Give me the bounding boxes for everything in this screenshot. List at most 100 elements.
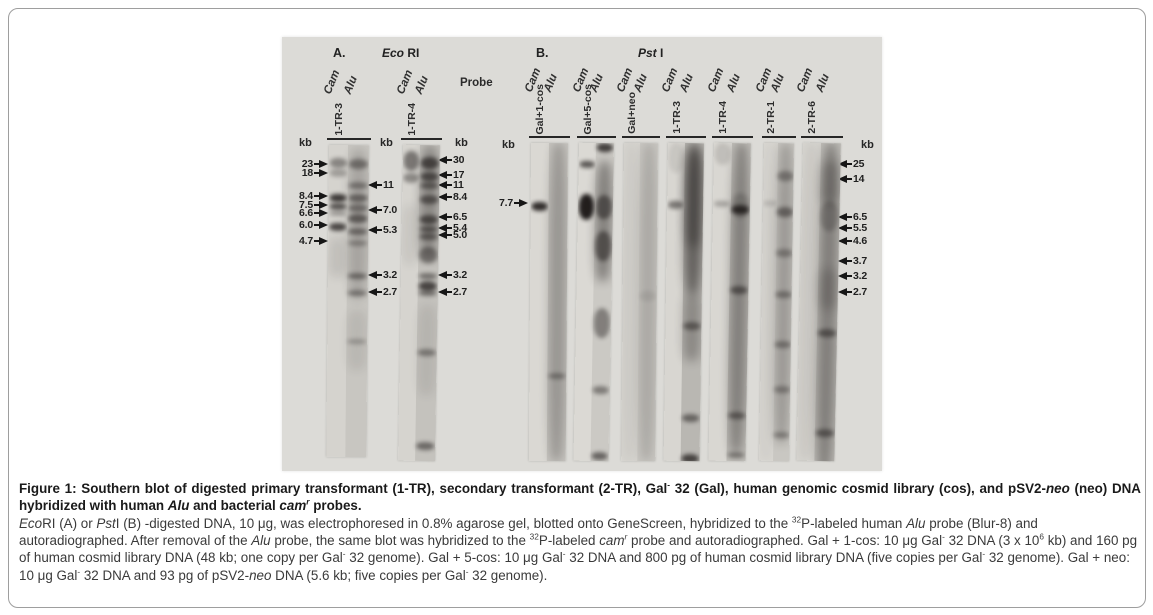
text-segment: Eco — [382, 46, 405, 60]
size-marker-8.4: 8.4 — [290, 190, 328, 202]
blot-band — [328, 236, 347, 277]
blot-band — [419, 214, 439, 225]
arrow-tail — [314, 163, 319, 165]
blot-band — [684, 150, 704, 247]
text-segment: 32 — [791, 514, 802, 525]
size-marker-label: 25 — [853, 158, 865, 170]
lane-label-alu: Alu — [813, 72, 832, 94]
size-marker-5.4: 5.4 — [438, 222, 468, 234]
size-marker-3.7: 3.7 — [838, 255, 868, 267]
blot-band — [776, 290, 792, 299]
text-segment: Alu — [251, 533, 271, 549]
group-underline — [762, 136, 796, 138]
text-segment: Alu — [906, 515, 926, 531]
arrow-tail — [447, 291, 452, 293]
figure-card: A. Eco RI kb kb kb 23 18 8.4 7.5 6.6 6.0 4.7 11 7.0 5.… — [8, 8, 1146, 608]
blot-band — [418, 272, 438, 280]
size-marker-2.7: 2.7 — [368, 286, 398, 298]
size-marker-label: 7.7 — [499, 197, 513, 209]
blot-band — [347, 272, 368, 280]
arrow-tail — [847, 275, 852, 277]
size-marker-label: 6.6 — [299, 207, 313, 219]
text-segment: 32 DNA and 93 pg of pSV2- — [80, 567, 250, 583]
text-segment: - — [942, 531, 945, 542]
blot-band — [419, 194, 439, 205]
text-segment: RI (A) or — [42, 515, 97, 531]
gel-strip-1-TR-4 — [708, 142, 751, 462]
kb-unit-label: kb — [502, 139, 515, 151]
text-segment: 32 DNA and 800 pg of human cosmid librar… — [565, 550, 983, 566]
lane-label-alu: Alu — [724, 72, 743, 94]
arrow-tail — [514, 202, 519, 204]
text-segment: r — [624, 531, 628, 542]
group-underline — [529, 136, 570, 138]
size-marker-label: 30 — [453, 154, 465, 166]
size-marker-8.4: 8.4 — [438, 191, 468, 203]
text-segment: kb) and 160 pg of human cosmid library D… — [19, 533, 1138, 566]
blot-band — [682, 321, 701, 331]
size-marker-25: 25 — [838, 158, 865, 170]
blot-band — [596, 143, 614, 153]
text-segment: probe and autoradiographed. Gal + 1-cos:… — [627, 533, 943, 549]
arrow-tail — [314, 172, 319, 174]
arrow-tail — [847, 291, 852, 293]
figure-caption: Figure 1: Southern blot of digested prim… — [19, 480, 1141, 584]
text-segment: neo — [1045, 481, 1070, 496]
blot-band — [668, 142, 685, 173]
arrow-left-icon — [438, 231, 447, 239]
group-label-Gal+5-cos: Gal+5-cos — [581, 83, 594, 135]
text-segment: probes. — [309, 498, 362, 514]
arrow-tail — [377, 229, 382, 231]
blot-band — [547, 372, 566, 380]
blot-band — [727, 143, 751, 454]
size-marker-14: 14 — [838, 173, 865, 185]
text-segment: probe, the same blot was hybridized to t… — [270, 533, 530, 549]
gel-strip-1-TR-3 — [663, 142, 704, 462]
group-label-2-TR-1: 2-TR-1 — [765, 101, 777, 134]
blot-band — [420, 171, 439, 182]
gel-lane-alu — [345, 144, 369, 458]
lane-label-alu: Alu — [631, 72, 650, 94]
arrow-tail — [377, 274, 382, 276]
arrow-tail — [847, 178, 852, 180]
lane-label-alu: Alu — [677, 72, 696, 94]
blot-band — [727, 451, 746, 459]
blot-band — [777, 170, 794, 182]
gel-lane-alu — [415, 144, 440, 462]
group-label-Gal+neo: Gal+neo — [626, 92, 638, 134]
blot-band — [594, 160, 614, 282]
blot-band — [817, 328, 837, 338]
arrow-left-icon — [438, 171, 447, 179]
size-marker-label: 8.4 — [453, 191, 467, 203]
blot-band — [639, 290, 657, 302]
group-label-1-TR-3: 1-TR-3 — [332, 103, 345, 136]
arrow-tail — [847, 163, 852, 165]
blot-band — [420, 156, 440, 170]
kb-unit-label: kb — [299, 137, 312, 149]
text-segment: - — [982, 548, 986, 559]
arrow-left-icon — [838, 213, 847, 221]
size-marker-label: 6.5 — [853, 211, 867, 223]
arrow-tail — [847, 216, 852, 218]
arrow-tail — [847, 227, 852, 229]
size-marker-7.0: 7.0 — [368, 204, 398, 216]
blot-band — [419, 181, 439, 190]
gel-figure: A. Eco RI kb kb kb 23 18 8.4 7.5 6.6 6.0 4.7 11 7.0 5.… — [282, 37, 882, 471]
blot-band — [727, 411, 746, 420]
lane-label-cam: Cam — [659, 66, 680, 94]
size-marker-3.2: 3.2 — [438, 269, 468, 281]
lane-label-cam: Cam — [705, 66, 727, 94]
arrow-tail — [314, 240, 319, 242]
arrow-left-icon — [838, 288, 847, 296]
size-marker-label: 5.5 — [853, 222, 867, 234]
blot-band — [329, 193, 347, 202]
text-segment: r — [306, 496, 310, 507]
gel-lane-cam — [528, 142, 549, 461]
size-marker-11: 11 — [368, 179, 395, 191]
text-segment: P-labeled — [538, 533, 600, 549]
text-segment: 32 DNA (3 x 10 — [944, 533, 1040, 549]
arrow-left-icon — [438, 224, 447, 232]
blot-band — [593, 307, 611, 339]
blot-band — [818, 268, 838, 310]
size-marker-18: 18 — [290, 167, 328, 179]
